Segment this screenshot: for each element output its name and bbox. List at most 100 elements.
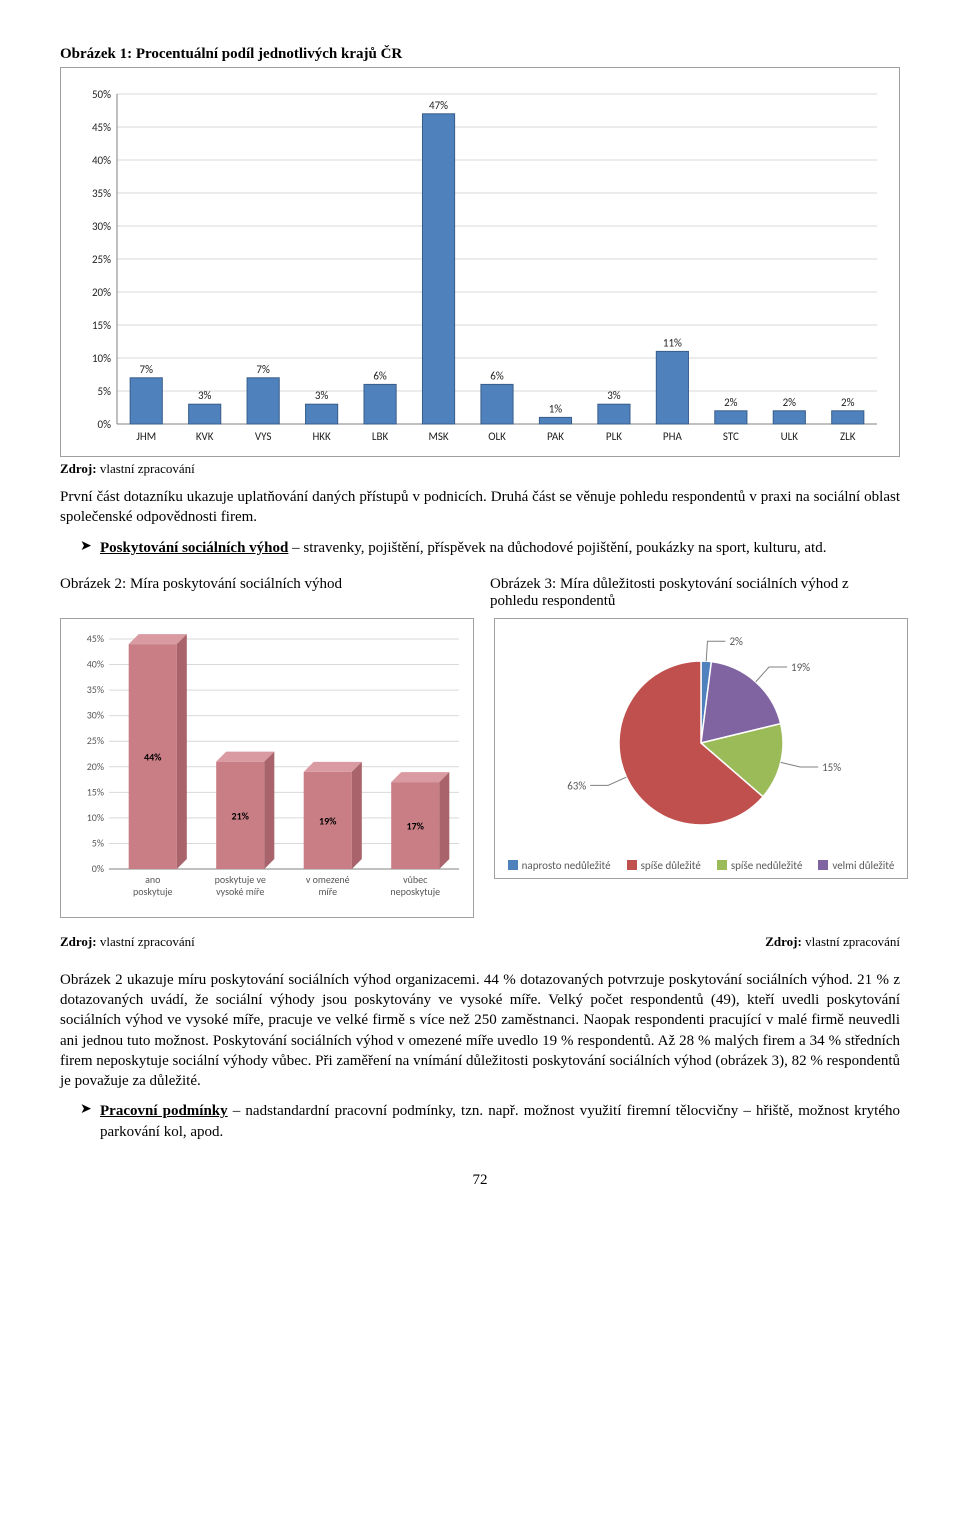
svg-text:7%: 7% [140, 363, 154, 376]
svg-text:25%: 25% [87, 734, 104, 747]
figure-3-title: Obrázek 3: Míra důležitosti poskytování … [490, 576, 900, 610]
legend-swatch [508, 860, 518, 870]
bullet-head: Poskytování sociálních výhod [100, 540, 288, 556]
analysis-paragraph: Obrázek 2 ukazuje míru poskytování sociá… [60, 970, 900, 1092]
svg-text:0%: 0% [98, 418, 112, 431]
svg-text:STC: STC [723, 430, 739, 443]
svg-text:MSK: MSK [428, 430, 448, 443]
figure-2-chart: 0%5%10%15%20%25%30%35%40%45%44%anoposkyt… [60, 618, 474, 918]
svg-text:6%: 6% [490, 369, 504, 382]
svg-text:15%: 15% [822, 761, 841, 774]
figure-1-source: Zdroj: vlastní zpracování [60, 461, 900, 477]
svg-text:VYS: VYS [255, 430, 272, 443]
svg-text:0%: 0% [92, 862, 104, 875]
svg-text:3%: 3% [607, 389, 621, 402]
figure-2-title: Obrázek 2: Míra poskytování sociálních v… [60, 576, 470, 593]
svg-text:míře: míře [318, 885, 337, 898]
svg-text:30%: 30% [92, 220, 111, 233]
svg-text:HKK: HKK [312, 430, 331, 443]
svg-text:LBK: LBK [372, 430, 389, 443]
intro-paragraph: První část dotazníku ukazuje uplatňování… [60, 487, 900, 528]
source-label: Zdroj: [765, 934, 802, 949]
svg-text:neposkytuje: neposkytuje [390, 885, 440, 898]
svg-text:44%: 44% [144, 750, 162, 763]
svg-text:3%: 3% [198, 389, 212, 402]
svg-text:1%: 1% [549, 402, 563, 415]
svg-text:7%: 7% [256, 363, 270, 376]
legend-swatch [717, 860, 727, 870]
svg-text:15%: 15% [92, 319, 111, 332]
svg-text:ZLK: ZLK [840, 430, 856, 443]
svg-text:10%: 10% [87, 811, 104, 824]
svg-text:45%: 45% [92, 121, 111, 134]
legend-label: velmi důležité [832, 859, 894, 872]
svg-text:20%: 20% [92, 286, 111, 299]
svg-text:3%: 3% [315, 389, 329, 402]
svg-text:35%: 35% [87, 683, 104, 696]
svg-text:21%: 21% [232, 809, 250, 822]
svg-text:OLK: OLK [488, 430, 506, 443]
bullet-social-benefits: ➤ Poskytování sociálních výhod – straven… [80, 538, 900, 558]
svg-text:11%: 11% [663, 336, 682, 349]
svg-text:19%: 19% [319, 814, 337, 827]
source-label: Zdroj: [60, 461, 97, 476]
svg-text:PHA: PHA [663, 430, 683, 443]
svg-text:17%: 17% [407, 819, 425, 832]
svg-text:PAK: PAK [547, 430, 564, 443]
svg-text:5%: 5% [98, 385, 112, 398]
figure-3-chart: 2% 19% 15% 63% naprosto nedůležité spíše důl… [494, 618, 908, 879]
source-label: Zdroj: [60, 934, 97, 949]
svg-text:vysoké míře: vysoké míře [216, 885, 264, 898]
svg-text:20%: 20% [87, 760, 104, 773]
legend-label: naprosto nedůležité [522, 859, 611, 872]
legend-swatch [627, 860, 637, 870]
svg-text:JHM: JHM [136, 430, 156, 443]
svg-text:ULK: ULK [781, 430, 799, 443]
bullet-work-conditions: ➤ Pracovní podmínky – nadstandardní prac… [80, 1101, 900, 1142]
svg-text:PLK: PLK [606, 430, 622, 443]
pie-legend: naprosto nedůležité spíše důležité spíše n… [501, 855, 901, 874]
svg-text:2%: 2% [729, 635, 743, 648]
svg-text:2%: 2% [841, 396, 855, 409]
legend-item: spíše nedůležité [717, 859, 802, 872]
svg-text:47%: 47% [429, 99, 448, 112]
svg-text:40%: 40% [87, 657, 104, 670]
arrow-icon: ➤ [80, 1101, 100, 1142]
bullet-text: Poskytování sociálních výhod – stravenky… [100, 538, 900, 558]
source-text: vlastní zpracování [100, 934, 195, 949]
figure-1-title: Obrázek 1: Procentuální podíl jednotlivý… [60, 46, 900, 63]
bar-chart-regions: 0% 5% 10% 15% 20% 25% 30% 35% 40% 45% 50% 7% JHM 3% KV… [67, 74, 887, 454]
svg-text:63%: 63% [567, 779, 586, 792]
legend-label: spíše nedůležité [731, 859, 802, 872]
arrow-icon: ➤ [80, 538, 100, 558]
svg-text:poskytuje: poskytuje [133, 885, 173, 898]
svg-text:19%: 19% [791, 661, 810, 674]
svg-text:15%: 15% [87, 785, 104, 798]
svg-text:50%: 50% [92, 88, 111, 101]
legend-label: spíše důležité [641, 859, 701, 872]
legend-item: spíše důležité [627, 859, 701, 872]
svg-text:KVK: KVK [196, 430, 214, 443]
svg-text:2%: 2% [783, 396, 797, 409]
source-text: vlastní zpracování [100, 461, 195, 476]
page-number: 72 [60, 1172, 900, 1189]
bullet-text: Pracovní podmínky – nadstandardní pracov… [100, 1101, 900, 1142]
svg-text:35%: 35% [92, 187, 111, 200]
figure-3-source: Zdroj: vlastní zpracování [765, 934, 900, 950]
source-text: vlastní zpracování [805, 934, 900, 949]
bar-chart-provision: 0%5%10%15%20%25%30%35%40%45%44%anoposkyt… [67, 625, 467, 915]
figure-1-chart: 0% 5% 10% 15% 20% 25% 30% 35% 40% 45% 50% 7% JHM 3% KV… [60, 67, 900, 457]
bullet-tail: – stravenky, pojištění, příspěvek na důc… [288, 540, 826, 556]
svg-text:30%: 30% [87, 708, 104, 721]
svg-text:45%: 45% [87, 632, 104, 645]
legend-item: naprosto nedůležité [508, 859, 611, 872]
svg-text:6%: 6% [373, 369, 387, 382]
svg-text:10%: 10% [92, 352, 111, 365]
svg-text:40%: 40% [92, 154, 111, 167]
svg-text:25%: 25% [92, 253, 111, 266]
svg-text:5%: 5% [92, 836, 104, 849]
legend-item: velmi důležité [818, 859, 894, 872]
legend-swatch [818, 860, 828, 870]
bullet-head: Pracovní podmínky [100, 1103, 228, 1119]
figure-2-source: Zdroj: vlastní zpracování [60, 934, 195, 950]
